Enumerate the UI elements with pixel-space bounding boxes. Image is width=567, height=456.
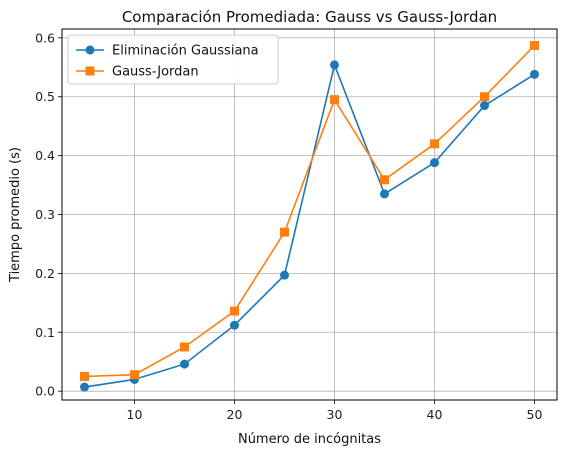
y-tick-label: 0.3 — [35, 207, 55, 222]
data-point-gauss — [430, 158, 439, 168]
y-tick-label: 0.6 — [35, 30, 55, 45]
data-point-gauss-jordan — [430, 139, 439, 149]
x-tick-label: 20 — [227, 407, 243, 422]
data-point-gauss-jordan — [130, 370, 139, 380]
legend-marker-gauss-jordan — [85, 66, 95, 76]
x-tick-label: 30 — [327, 407, 343, 422]
legend-label-gauss-jordan: Gauss-Jordan — [112, 65, 199, 80]
y-axis-label: Tiempo promedio (s) — [8, 147, 23, 283]
grid-lines — [62, 29, 557, 400]
y-tick-label: 0.4 — [35, 148, 55, 163]
data-point-gauss-jordan — [480, 92, 489, 102]
data-point-gauss — [80, 382, 89, 392]
legend-marker-gauss — [85, 45, 95, 55]
chart-title: Comparación Promediada: Gauss vs Gauss-J… — [122, 8, 497, 26]
data-point-gauss — [280, 270, 289, 280]
legend-box — [67, 34, 279, 85]
data-point-gauss — [530, 69, 539, 79]
data-point-gauss — [180, 359, 189, 369]
x-tick-label: 10 — [127, 407, 143, 422]
legend: Eliminación Gaussiana Gauss-Jordan — [67, 34, 279, 85]
data-point-gauss-jordan — [230, 306, 239, 316]
x-axis-ticks: 10 20 30 40 50 — [127, 400, 543, 422]
data-point-gauss-jordan — [330, 95, 339, 105]
y-tick-label: 0.5 — [35, 89, 55, 104]
data-point-gauss — [480, 101, 489, 111]
data-point-gauss-jordan — [80, 371, 89, 381]
x-tick-label: 40 — [427, 407, 443, 422]
y-tick-label: 0.1 — [35, 325, 55, 340]
data-point-gauss — [380, 189, 389, 199]
series-line-1 — [84, 44, 536, 378]
data-point-gauss-jordan — [280, 227, 289, 237]
x-axis-label: Número de incógnitas — [238, 432, 381, 447]
x-tick-label: 50 — [527, 407, 543, 422]
legend-label-gauss: Eliminación Gaussiana — [112, 44, 259, 59]
data-point-gauss-jordan — [180, 342, 189, 352]
data-point-gauss-jordan — [530, 40, 539, 50]
y-axis-ticks: 0.0 0.1 0.2 0.3 0.4 0.5 0.6 — [35, 30, 62, 399]
y-tick-label: 0.2 — [35, 266, 55, 281]
data-point-gauss — [230, 320, 239, 330]
y-tick-label: 0.0 — [35, 384, 55, 399]
data-point-gauss-jordan — [380, 175, 389, 185]
series-layer — [80, 40, 539, 392]
data-point-gauss — [330, 60, 339, 70]
series-line-0 — [84, 62, 535, 388]
